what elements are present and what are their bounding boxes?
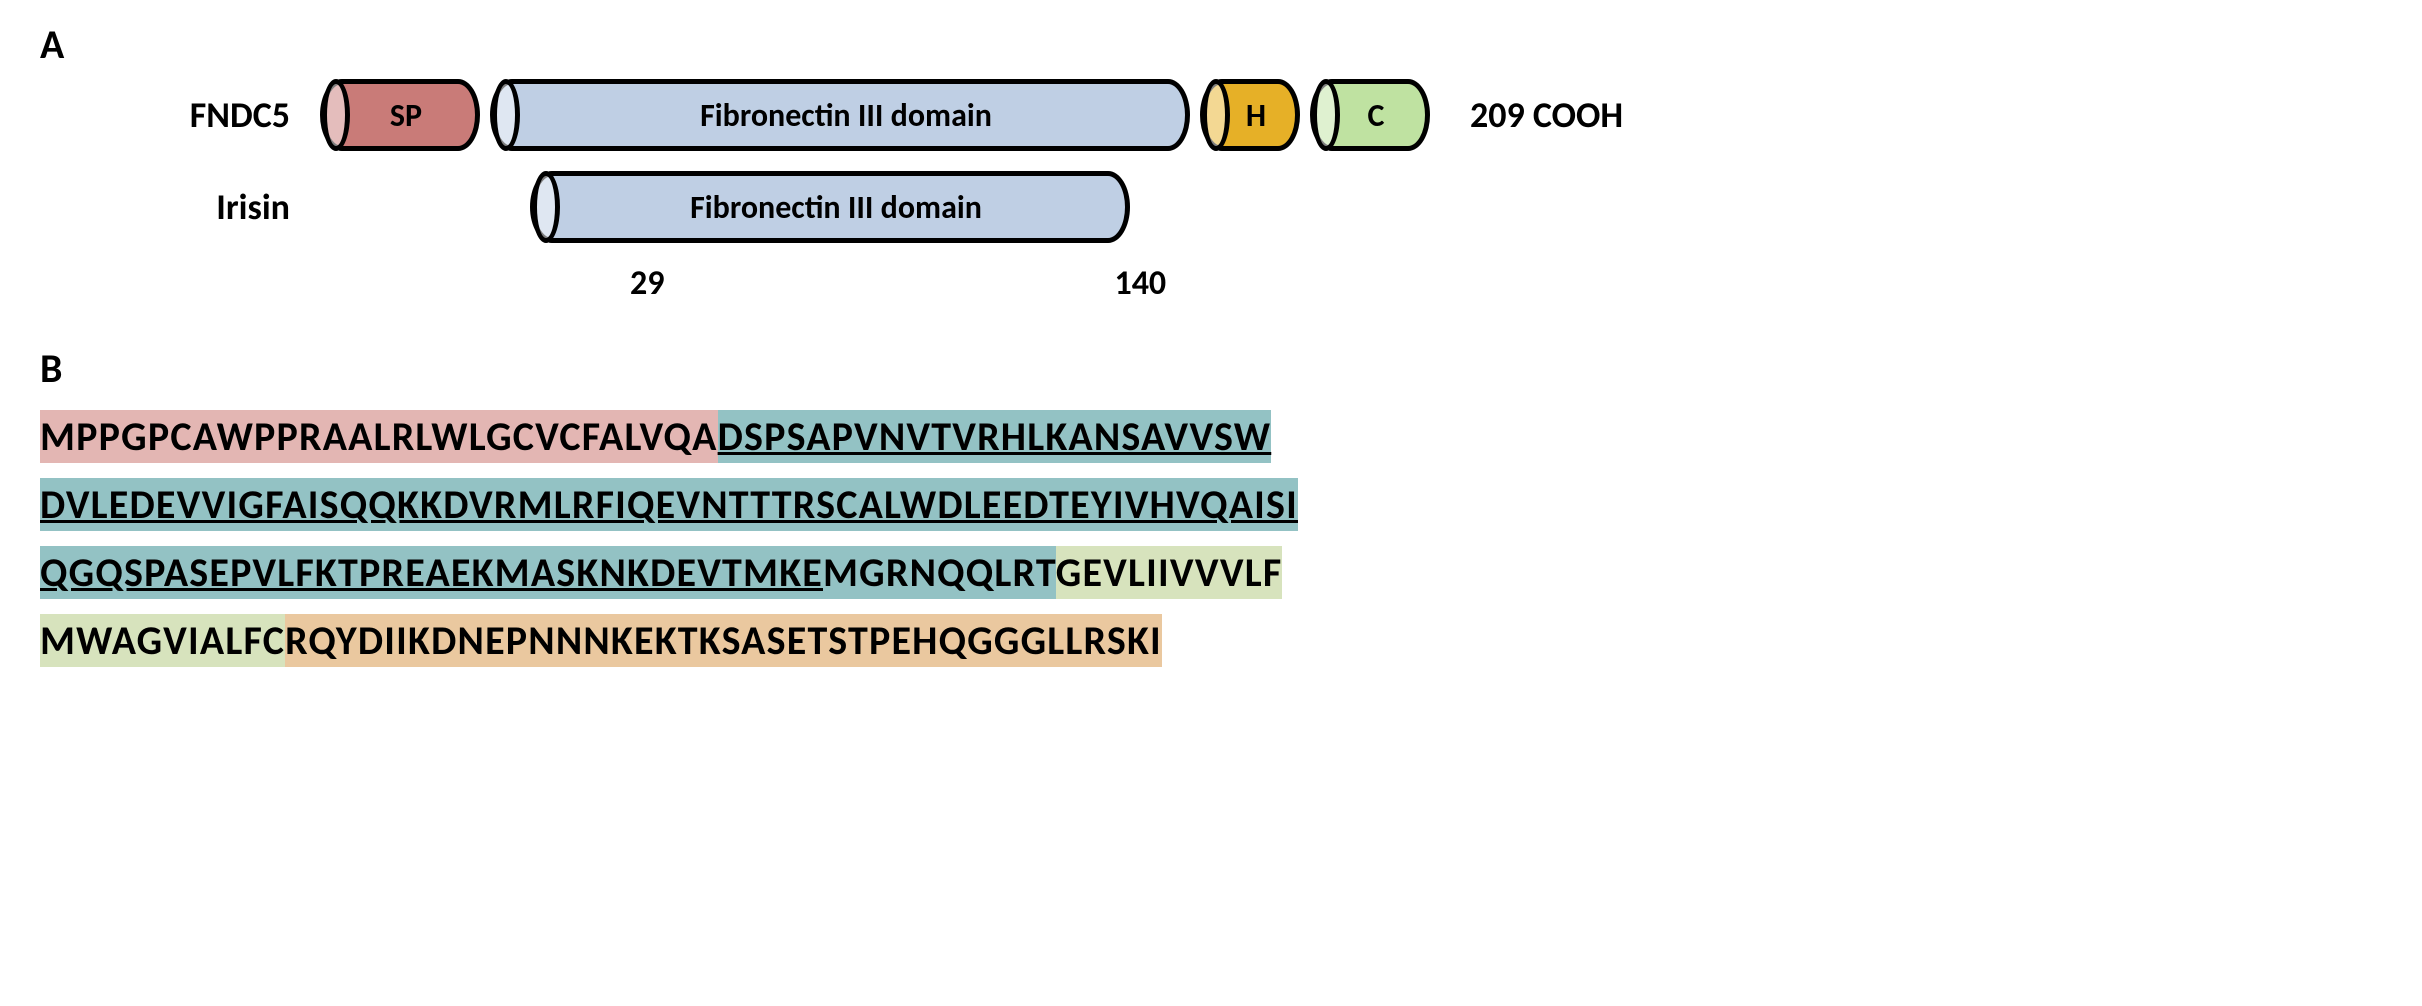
num-left-pad xyxy=(320,263,630,304)
domain-fibronectin-iii-domain: Fibronectin III domain xyxy=(530,171,1130,243)
domain-label: H xyxy=(1234,96,1266,135)
domain-h: H xyxy=(1200,79,1300,151)
sequence-line-1: MPPGPCAWPPRAALRLWLGCVCFALVQADSPSAPVNVTVR… xyxy=(40,403,2382,471)
seq-chunk: RQYDIIKDNEPNNNKEKTKSASETSTPEHQGGGLLRSKI xyxy=(285,614,1162,667)
panel-a: A FNDC5 SP Fibronectin III domain H C 209 C… xyxy=(40,20,2382,304)
irisin-start-num: 29 xyxy=(630,263,664,304)
domain-label: C xyxy=(1356,96,1385,135)
seq-chunk: QGQSPASEPVLFKTPREAEKMASKNKDEVTMKE xyxy=(40,546,823,599)
domain-label: Fibronectin III domain xyxy=(688,96,992,135)
irisin-row: Irisin Fibronectin III domain xyxy=(40,171,2382,243)
sequence-line-2: DVLEDEVVIGFAISQQKKDVRMLRFIQEVNTTTRSCALWD… xyxy=(40,471,2382,539)
fndc5-track: SP Fibronectin III domain H C xyxy=(320,79,1430,151)
fndc5-row: FNDC5 SP Fibronectin III domain H C 209 COO… xyxy=(40,79,2382,151)
domain-sp: SP xyxy=(320,79,480,151)
domain-fibronectin-iii-domain: Fibronectin III domain xyxy=(490,79,1190,151)
panel-b: B MPPGPCAWPPRAALRLWLGCVCFALVQADSPSAPVNVT… xyxy=(40,344,2382,675)
sequence-line-4: MWAGVIALFCRQYDIIKDNEPNNNKEKTKSASETSTPEHQ… xyxy=(40,607,2382,675)
seq-chunk: MGRNQQLRT xyxy=(823,546,1056,599)
seq-chunk: DSPSAPVNVTVRHLKANSAVVSW xyxy=(718,410,1272,463)
seq-chunk: GEVLIIVVVLF xyxy=(1056,546,1283,599)
seq-chunk: MPPGPCAWPPRAALRLWLGCVCFALVQA xyxy=(40,410,718,463)
domain-label: Fibronectin III domain xyxy=(678,188,982,227)
fndc5-right-label: 209 COOH xyxy=(1470,93,1623,137)
irisin-track: Fibronectin III domain xyxy=(530,171,1130,243)
panel-b-label: B xyxy=(40,344,2382,393)
seq-chunk: MWAGVIALFC xyxy=(40,614,285,667)
figure-root: A FNDC5 SP Fibronectin III domain H C 209 C… xyxy=(40,20,2382,675)
panel-a-label: A xyxy=(40,20,2382,69)
domain-label: SP xyxy=(378,96,422,135)
irisin-end-num: 140 xyxy=(1114,263,1166,304)
sequence-container: MPPGPCAWPPRAALRLWLGCVCFALVQADSPSAPVNVTVR… xyxy=(40,403,2382,675)
seq-chunk: DVLEDEVVIGFAISQQKKDVRMLRFIQEVNTTTRSCALWD… xyxy=(40,478,1298,531)
irisin-label: Irisin xyxy=(40,185,320,229)
numbers-row: 29 140 xyxy=(320,263,2382,304)
num-gap xyxy=(664,263,1114,304)
domain-c: C xyxy=(1310,79,1430,151)
fndc5-label: FNDC5 xyxy=(40,93,320,137)
sequence-line-3: QGQSPASEPVLFKTPREAEKMASKNKDEVTMKEMGRNQQL… xyxy=(40,539,2382,607)
